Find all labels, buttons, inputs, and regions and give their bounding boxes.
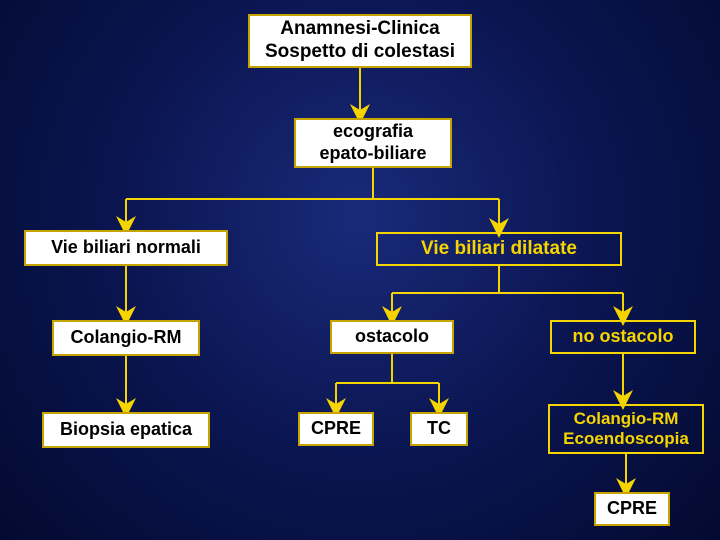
node-crm-line-0: Colangio-RM [71,327,182,349]
node-dilat-line-0: Vie biliari dilatate [421,238,577,261]
node-cpre2: CPRE [594,492,670,526]
node-root-line-1: Sospetto di colestasi [265,41,455,64]
node-dilat: Vie biliari dilatate [376,232,622,266]
node-noost-line-0: no ostacolo [572,326,673,348]
node-eco: ecografiaepato-biliare [294,118,452,168]
node-crm2-line-1: Ecoendoscopia [563,429,689,449]
node-root-line-0: Anamnesi-Clinica [280,18,439,41]
node-crm2-line-0: Colangio-RM [574,409,679,429]
node-tc-line-0: TC [427,418,451,440]
node-norm-line-0: Vie biliari normali [51,237,201,259]
node-crm2: Colangio-RMEcoendoscopia [548,404,704,454]
node-noost: no ostacolo [550,320,696,354]
node-eco-line-1: epato-biliare [319,143,426,165]
node-ost-line-0: ostacolo [355,326,429,348]
node-tc: TC [410,412,468,446]
node-cpre2-line-0: CPRE [607,498,657,520]
node-ost: ostacolo [330,320,454,354]
node-cpre: CPRE [298,412,374,446]
node-eco-line-0: ecografia [333,121,413,143]
node-biop: Biopsia epatica [42,412,210,448]
node-crm: Colangio-RM [52,320,200,356]
node-root: Anamnesi-ClinicaSospetto di colestasi [248,14,472,68]
node-biop-line-0: Biopsia epatica [60,419,192,441]
node-cpre-line-0: CPRE [311,418,361,440]
flowchart-arrows [0,0,720,540]
node-norm: Vie biliari normali [24,230,228,266]
